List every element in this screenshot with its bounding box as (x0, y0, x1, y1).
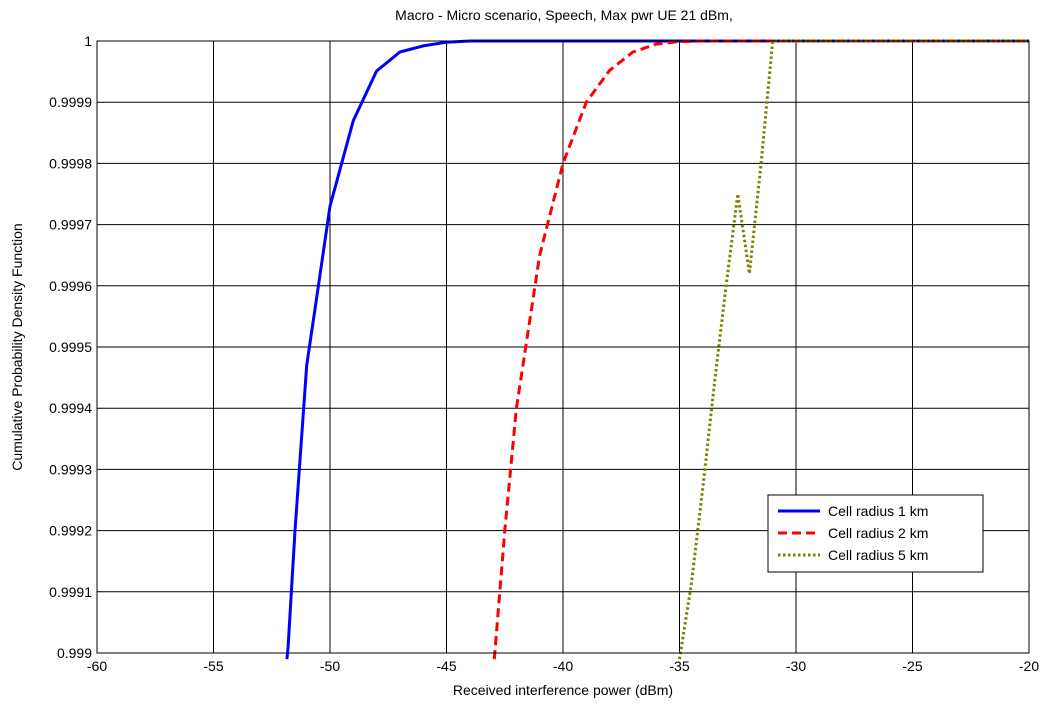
legend-box (767, 494, 984, 573)
x-tick-label: -25 (902, 658, 922, 674)
chart-title: Macro - Micro scenario, Speech, Max pwr … (395, 7, 733, 23)
plot-frame (96, 40, 1030, 654)
y-tick-label: 0.9993 (49, 461, 92, 477)
legend: Cell radius 1 km Cell radius 2 km Cell rad… (767, 494, 984, 573)
legend-label-3: Cell radius 5 km (828, 547, 928, 563)
y-tick-label: 0.9998 (49, 155, 92, 171)
x-axis-label: Received interference power (dBm) (453, 682, 673, 698)
y-tick-label: 0.9996 (49, 278, 92, 294)
x-tick-label: -20 (1019, 658, 1039, 674)
y-tick-label: 1 (84, 33, 92, 49)
x-tick-label: -60 (87, 658, 107, 674)
y-axis-ticks: 0.999 0.9991 0.9992 0.9993 0.9994 0.9995 0.999… (49, 33, 92, 661)
series-line-1 (285, 39, 1029, 660)
legend-label-2: Cell radius 2 km (828, 525, 928, 541)
series-line-3 (678, 39, 1029, 660)
y-tick-label: 0.9995 (49, 339, 92, 355)
x-tick-label: -45 (436, 658, 456, 674)
y-tick-label: 0.9994 (49, 400, 92, 416)
y-tick-label: 0.9992 (49, 523, 92, 539)
y-tick-label: 0.9999 (49, 94, 92, 110)
x-tick-label: -35 (669, 658, 689, 674)
y-tick-label: 0.9997 (49, 217, 92, 233)
x-axis-ticks: -60 -55 -50 -45 -40 -35 -30 -25 -20 (87, 658, 1039, 674)
x-tick-label: -55 (203, 658, 223, 674)
y-tick-label: 0.999 (57, 645, 92, 661)
x-tick-label: -50 (320, 658, 340, 674)
legend-label-1: Cell radius 1 km (828, 503, 928, 519)
x-tick-label: -30 (786, 658, 806, 674)
x-tick-label: -40 (553, 658, 573, 674)
y-tick-label: 0.9991 (49, 584, 92, 600)
y-axis-label: Cumulative Probability Density Function (9, 223, 25, 470)
